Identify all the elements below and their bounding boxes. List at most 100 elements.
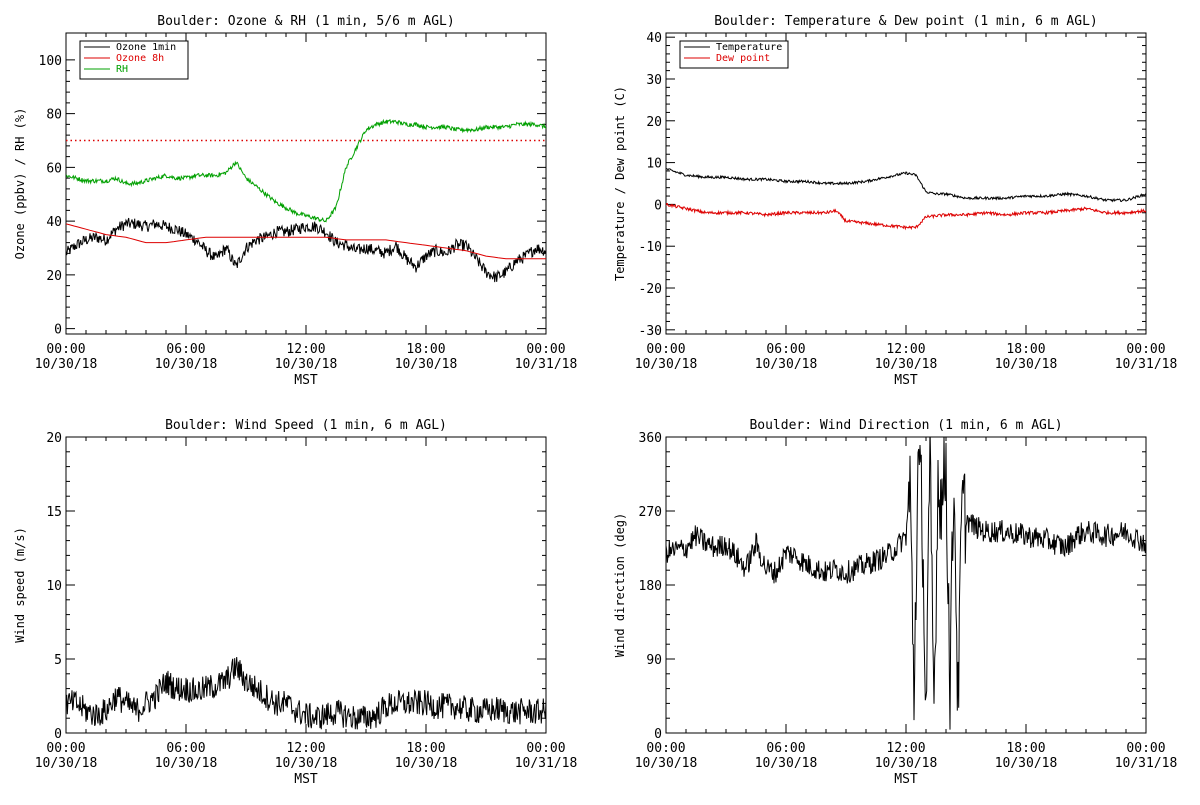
x-tick-label-line: 10/30/18 bbox=[35, 756, 98, 771]
plot-frame bbox=[65, 436, 547, 734]
x-axis-label: MST bbox=[894, 772, 918, 787]
y-tick-label: 40 bbox=[646, 31, 662, 46]
x-tick-label-line: 00:00 bbox=[646, 741, 685, 756]
x-tick-label-line: 12:00 bbox=[886, 342, 925, 357]
y-axis-label: Wind direction (deg) bbox=[613, 513, 627, 658]
legend-label: Ozone 1min bbox=[116, 42, 176, 53]
x-tick-label-line: 00:00 bbox=[646, 342, 685, 357]
y-tick-label: 15 bbox=[46, 505, 62, 520]
y-tick-label: 5 bbox=[54, 653, 62, 668]
series-line-ozone-1min bbox=[66, 217, 546, 283]
x-tick-label: 00:00 10/30/18 bbox=[635, 342, 698, 372]
y-tick-label: 0 bbox=[54, 727, 62, 742]
y-tick-label: 30 bbox=[646, 73, 662, 88]
series-line-dew-point bbox=[666, 203, 1146, 231]
x-tick-label: 00:00 10/30/18 bbox=[35, 342, 98, 372]
x-tick-label-line: 00:00 bbox=[1126, 342, 1165, 357]
y-tick-label: 100 bbox=[39, 54, 62, 69]
legend-label: Dew point bbox=[716, 53, 770, 64]
x-tick-label-line: 10/31/18 bbox=[515, 756, 578, 771]
y-tick-label: 180 bbox=[639, 579, 662, 594]
x-tick-label: 06:00 10/30/18 bbox=[155, 741, 218, 771]
y-tick-label: -20 bbox=[639, 282, 662, 297]
x-axis-label: MST bbox=[294, 772, 318, 787]
panel-title: Boulder: Wind Speed (1 min, 6 m AGL) bbox=[165, 418, 447, 433]
y-tick-label: 0 bbox=[654, 727, 662, 742]
x-tick-label: 00:00 10/30/18 bbox=[635, 741, 698, 771]
x-tick-label-line: 10/30/18 bbox=[755, 357, 818, 372]
y-tick-label: 60 bbox=[46, 161, 62, 176]
y-tick-label: 40 bbox=[46, 215, 62, 230]
x-tick-label-line: 10/30/18 bbox=[755, 756, 818, 771]
y-axis-label: Temperature / Dew point (C) bbox=[613, 86, 627, 281]
panel-wind-speed: Boulder: Wind Speed (1 min, 6 m AGL) 00:0… bbox=[13, 418, 577, 787]
panel-ozone-rh: Boulder: Ozone & RH (1 min, 5/6 m AGL)00… bbox=[13, 14, 577, 388]
y-tick-label: 90 bbox=[646, 653, 662, 668]
y-tick-label: 0 bbox=[654, 198, 662, 213]
x-tick-label: 18:00 10/30/18 bbox=[995, 342, 1058, 372]
y-tick-label: 20 bbox=[46, 269, 62, 284]
x-tick-label-line: 10/30/18 bbox=[275, 756, 338, 771]
legend-label: RH bbox=[116, 64, 128, 75]
x-tick-label-line: 10/31/18 bbox=[1115, 357, 1178, 372]
plot-frame bbox=[665, 436, 1147, 734]
panel-title: Boulder: Wind Direction (1 min, 6 m AGL) bbox=[749, 418, 1062, 433]
x-tick-label: 12:00 10/30/18 bbox=[275, 741, 338, 771]
x-tick-label-line: 12:00 bbox=[286, 342, 325, 357]
panel-title: Boulder: Ozone & RH (1 min, 5/6 m AGL) bbox=[157, 14, 454, 29]
x-tick-label-line: 00:00 bbox=[46, 741, 85, 756]
x-tick-label-line: 10/30/18 bbox=[275, 357, 338, 372]
x-tick-label-line: 10/31/18 bbox=[1115, 756, 1178, 771]
legend-label: Temperature bbox=[716, 42, 782, 53]
x-tick-label-line: 06:00 bbox=[766, 342, 805, 357]
x-tick-label-line: 10/30/18 bbox=[995, 756, 1058, 771]
y-axis-label: Wind speed (m/s) bbox=[13, 527, 27, 643]
x-tick-label-line: 18:00 bbox=[406, 342, 445, 357]
panel-title: Boulder: Temperature & Dew point (1 min,… bbox=[714, 14, 1098, 29]
y-tick-label: 10 bbox=[646, 157, 662, 172]
x-tick-label: 18:00 10/30/18 bbox=[395, 342, 458, 372]
x-tick-label: 12:00 10/30/18 bbox=[875, 741, 938, 771]
x-tick-label-line: 18:00 bbox=[1006, 741, 1045, 756]
x-tick-label-line: 10/30/18 bbox=[875, 357, 938, 372]
x-tick-label: 06:00 10/30/18 bbox=[755, 741, 818, 771]
y-tick-label: 0 bbox=[54, 323, 62, 338]
y-axis-label: Ozone (ppbv) / RH (%) bbox=[13, 108, 27, 260]
x-tick-label-line: 10/30/18 bbox=[155, 756, 218, 771]
series-line-wind-speed bbox=[66, 656, 546, 730]
x-tick-label: 00:00 10/30/18 bbox=[35, 741, 98, 771]
series-line-rh bbox=[66, 118, 546, 223]
x-tick-label: 18:00 10/30/18 bbox=[995, 741, 1058, 771]
series-line-temperature bbox=[666, 167, 1146, 203]
x-tick-label: 00:00 10/31/18 bbox=[1115, 342, 1178, 372]
x-axis-label: MST bbox=[894, 373, 918, 388]
x-tick-label-line: 18:00 bbox=[1006, 342, 1045, 357]
y-tick-label: 10 bbox=[46, 579, 62, 594]
x-tick-label: 00:00 10/31/18 bbox=[515, 741, 578, 771]
x-tick-label-line: 00:00 bbox=[526, 342, 565, 357]
y-tick-label: 20 bbox=[46, 431, 62, 446]
x-tick-label-line: 10/30/18 bbox=[395, 357, 458, 372]
panel-wind-direction: Boulder: Wind Direction (1 min, 6 m AGL)… bbox=[613, 418, 1177, 787]
x-tick-label: 06:00 10/30/18 bbox=[755, 342, 818, 372]
x-tick-label-line: 10/30/18 bbox=[995, 357, 1058, 372]
x-tick-label-line: 00:00 bbox=[526, 741, 565, 756]
x-tick-label-line: 10/30/18 bbox=[35, 357, 98, 372]
x-tick-label-line: 12:00 bbox=[286, 741, 325, 756]
plot-frame bbox=[665, 32, 1147, 335]
y-tick-label: -30 bbox=[639, 324, 662, 339]
legend-box bbox=[679, 40, 789, 69]
y-tick-label: 360 bbox=[639, 431, 662, 446]
x-tick-label-line: 10/30/18 bbox=[635, 756, 698, 771]
x-tick-label: 18:00 10/30/18 bbox=[395, 741, 458, 771]
y-tick-label: 80 bbox=[46, 108, 62, 123]
x-tick-label: 06:00 10/30/18 bbox=[155, 342, 218, 372]
x-tick-label-line: 00:00 bbox=[1126, 741, 1165, 756]
x-tick-label: 12:00 10/30/18 bbox=[875, 342, 938, 372]
x-tick-label: 00:00 10/31/18 bbox=[515, 342, 578, 372]
legend-label: Ozone 8h bbox=[116, 53, 164, 64]
x-tick-label-line: 00:00 bbox=[46, 342, 85, 357]
series-line-ozone-8h bbox=[66, 223, 546, 260]
